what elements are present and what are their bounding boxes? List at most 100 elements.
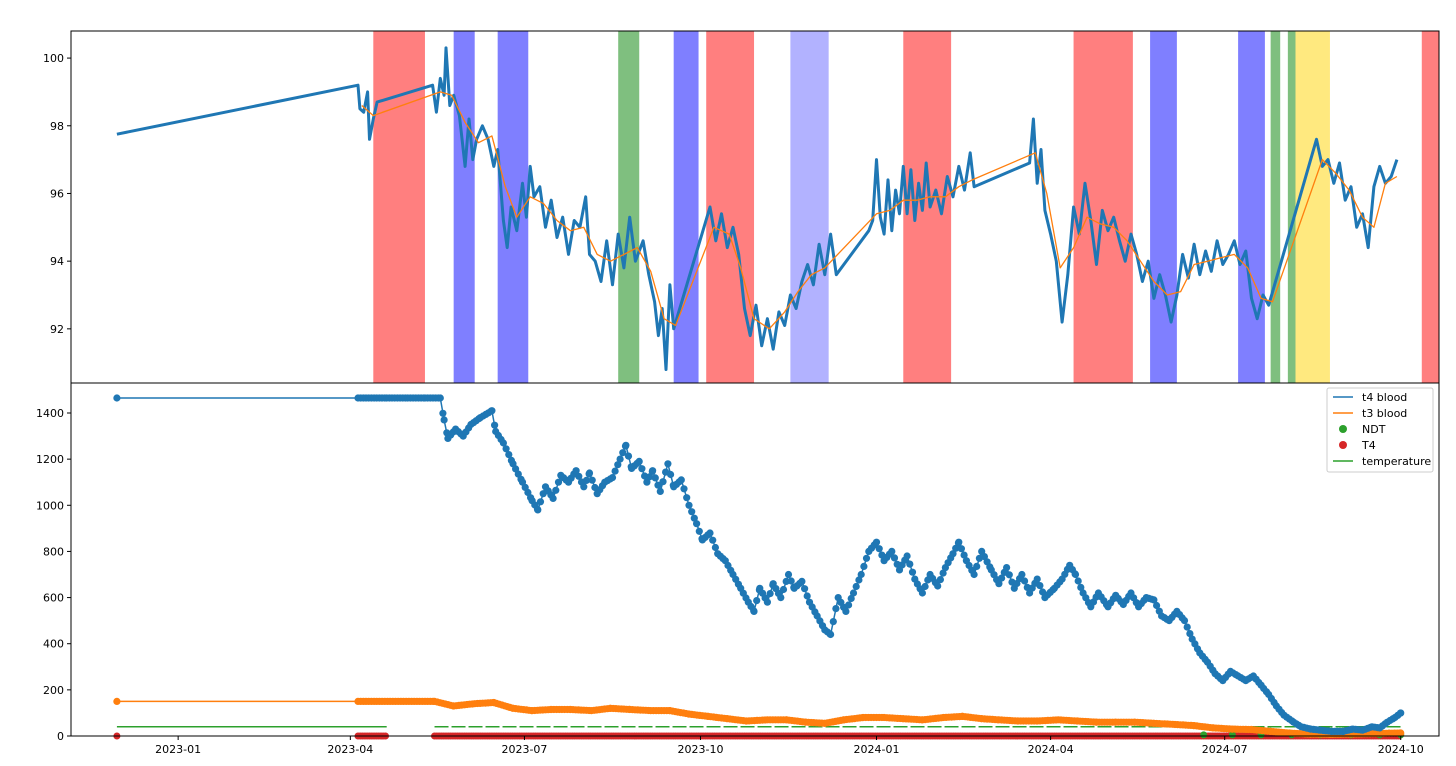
t4-blood-point-181 xyxy=(787,577,795,585)
top-span-6 xyxy=(790,31,829,383)
top-span-12 xyxy=(1287,31,1296,383)
t4-blood-point-123 xyxy=(649,467,657,475)
t4-blood-point-129 xyxy=(664,460,672,468)
bottom-chart-legend: t4 blood t3 blood NDT T4 temperature xyxy=(1326,387,1434,473)
legend-label-ndt: NDT xyxy=(1362,423,1386,436)
t4-blood-point-234 xyxy=(918,589,927,597)
t4-blood-point-275 xyxy=(1021,577,1029,585)
t4-blood-point-136 xyxy=(680,485,688,493)
t4-blood-point-198 xyxy=(827,630,835,639)
top-span-11 xyxy=(1270,31,1281,383)
t4-blood-point-204 xyxy=(842,607,850,616)
t4-blood-point-327 xyxy=(1150,596,1158,604)
top-span-9 xyxy=(1150,31,1177,383)
t4-blood-point-last xyxy=(1397,709,1405,717)
bottom-y-tick-label: 0 xyxy=(57,730,64,743)
x-tick-label: 2024-01 xyxy=(854,743,900,756)
t4-blood-point-138 xyxy=(685,501,693,509)
t4-blood-point-126 xyxy=(656,487,664,495)
bottom-y-tick-label: 1200 xyxy=(36,453,64,466)
top-chart: 92 94 96 98 100 xyxy=(43,30,1440,384)
t4-blood-point-217 xyxy=(875,545,883,553)
bottom-chart-series xyxy=(113,394,1405,740)
t4-blood-point-328 xyxy=(1153,601,1161,610)
top-span-1 xyxy=(453,31,475,383)
t4-blood-point-139 xyxy=(688,508,696,516)
x-tick-label: 2023-01 xyxy=(155,743,201,756)
t4-blood-point-109 xyxy=(619,449,627,457)
t4-blood-point-223 xyxy=(890,554,899,562)
t4-blood-point-135 xyxy=(677,476,685,484)
top-span-4 xyxy=(673,31,699,383)
t4-blood-point-124 xyxy=(651,474,659,482)
top-span-3 xyxy=(618,31,640,383)
t4-blood-point-274 xyxy=(1018,570,1026,579)
top-series-line-1 xyxy=(361,91,1398,330)
t4-blood-point-178 xyxy=(779,585,788,594)
t4-blood-point-0 xyxy=(113,394,121,402)
t4-blood-point-222 xyxy=(888,547,896,556)
top-y-tick-label: 94 xyxy=(50,255,64,268)
bottom-y-tick-label: 200 xyxy=(43,684,64,697)
legend-box xyxy=(1326,387,1434,473)
t4-blood-point-148 xyxy=(709,536,717,544)
legend-label-t4-blood: t4 blood xyxy=(1362,391,1407,404)
top-y-tick-label: 92 xyxy=(50,323,64,336)
legend-swatch-t4 xyxy=(1339,441,1347,449)
t4-blood-point-93 xyxy=(580,483,588,491)
t4-blood-point-165 xyxy=(750,607,758,616)
t4-blood-point-269 xyxy=(1005,571,1013,579)
t4-blood-point-341 xyxy=(1186,630,1194,638)
t4-blood-point-249 xyxy=(955,538,963,546)
t4-blood-point-187 xyxy=(801,585,809,593)
t4-blood-point-142 xyxy=(695,527,703,535)
t4-blood-point-211 xyxy=(860,562,868,571)
t4-blood-point-130 xyxy=(667,470,675,479)
legend-label-t3-blood: t3 blood xyxy=(1362,407,1407,420)
t4-blood-point-281 xyxy=(1036,582,1044,590)
t4-blood-point-296 xyxy=(1071,570,1080,579)
top-y-tick-label: 96 xyxy=(50,187,64,200)
legend-label-temperature: temperature xyxy=(1362,455,1431,468)
t4-blood-point-111 xyxy=(622,441,630,449)
t4-blood-point-105 xyxy=(608,474,617,482)
t4-blood-point-241 xyxy=(936,576,945,584)
top-span-0 xyxy=(373,31,425,383)
bottom-y-tick-label: 1400 xyxy=(36,407,64,420)
t4-blood-point-339 xyxy=(1180,617,1189,625)
t4-blood-point-121 xyxy=(646,473,654,481)
t4-blood-point-61 xyxy=(502,445,510,453)
ndt-point-1 xyxy=(1228,731,1236,739)
t4-blood-point-166 xyxy=(753,597,761,605)
t4-blood-point-208 xyxy=(852,582,860,591)
t4-blood-point-91 xyxy=(575,472,583,480)
bottom-chart-frame xyxy=(70,382,1440,737)
t4-blood-point-235 xyxy=(921,582,929,591)
top-y-tick-label: 100 xyxy=(43,52,64,65)
t4-blood-point-268 xyxy=(1003,564,1011,572)
t4-blood-point-210 xyxy=(857,570,865,579)
t4-blood-point-209 xyxy=(855,576,863,584)
x-tick-label: 2023-04 xyxy=(327,743,373,756)
x-tick-label: 2024-04 xyxy=(1028,743,1074,756)
t4-blood-point-108 xyxy=(616,455,624,463)
t4-blood-point-242 xyxy=(939,569,947,577)
t4-blood-point-35 xyxy=(440,416,448,424)
t4-blood-point-186 xyxy=(798,577,806,586)
t4-blood-point-33 xyxy=(436,394,444,402)
x-tick-label: 2024-10 xyxy=(1378,743,1424,756)
bottom-y-tick-label: 400 xyxy=(43,638,64,651)
t3-blood-point-0 xyxy=(113,697,121,706)
t4-blood-point-265 xyxy=(995,580,1003,588)
t4-blood-point-297 xyxy=(1074,577,1082,585)
t4-blood-point-171 xyxy=(763,598,772,606)
t4-blood-point-180 xyxy=(784,570,793,579)
bottom-y-tick-label: 800 xyxy=(43,545,64,558)
t4-blood-point-212 xyxy=(862,554,871,562)
t4-blood-point-55 xyxy=(488,407,496,415)
t4-blood-point-56 xyxy=(491,421,499,429)
legend-label-t4: T4 xyxy=(1361,439,1376,452)
t4-blood-point-97 xyxy=(588,476,596,484)
t4-blood-point-172 xyxy=(766,590,774,598)
t4-blood-point-247 xyxy=(952,544,960,552)
